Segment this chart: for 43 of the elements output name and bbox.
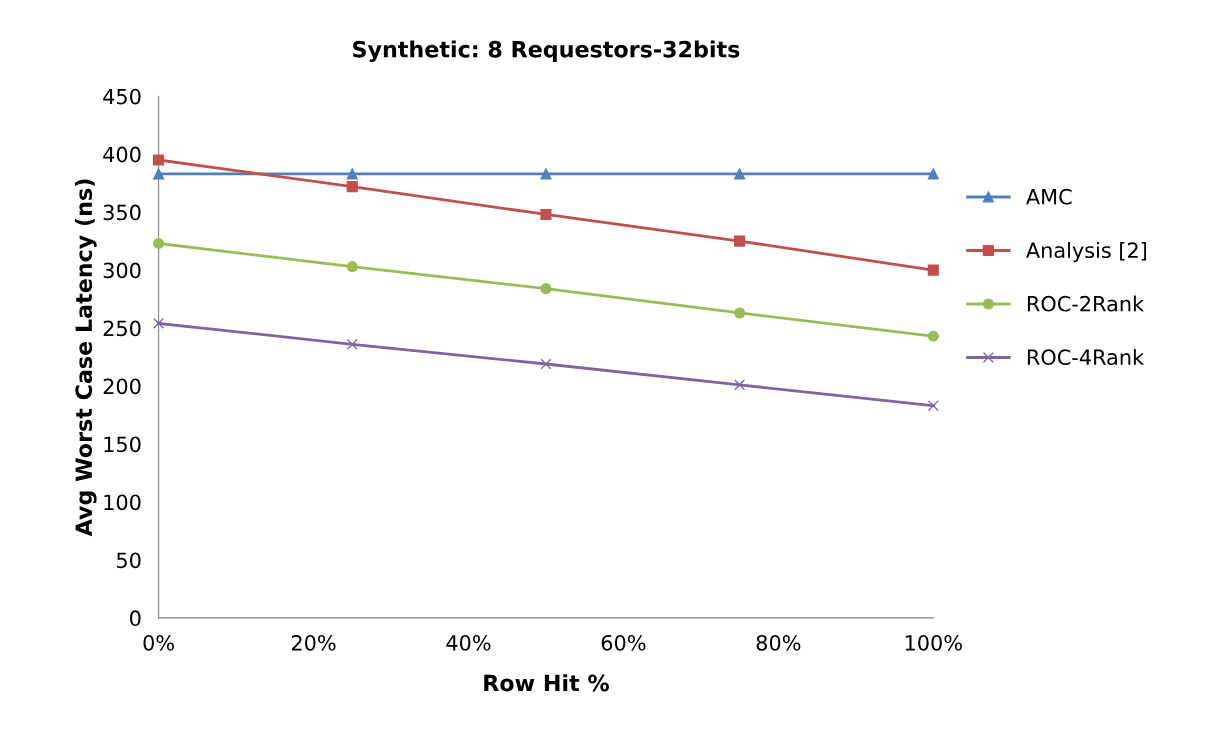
point <box>927 330 939 342</box>
legend-label: AMC <box>1026 188 1072 205</box>
y-tick-label: 300 <box>103 262 141 279</box>
y-tick-label: 450 <box>103 88 141 105</box>
point <box>540 358 552 370</box>
point <box>346 168 358 180</box>
legend-label: Analysis [2] <box>1026 241 1147 263</box>
point <box>153 317 165 329</box>
point <box>540 283 552 295</box>
point <box>540 168 552 180</box>
x-tick-label: 40% <box>446 634 491 651</box>
y-tick-label: 250 <box>103 320 141 337</box>
point <box>346 261 358 273</box>
point <box>153 154 165 166</box>
y-tick-label: 100 <box>104 494 141 511</box>
point <box>540 208 552 221</box>
legend-label: ROC-2Rank <box>1027 295 1145 312</box>
x-tick-label: 100% <box>905 634 962 651</box>
point <box>927 168 939 180</box>
y-tick-label: 350 <box>103 204 141 221</box>
point <box>153 237 165 249</box>
point <box>927 400 939 412</box>
x-tick-label: 80% <box>756 634 801 651</box>
point <box>346 338 358 350</box>
y-tick-label: 200 <box>103 378 141 395</box>
x-axis-title: Row Hit % <box>484 674 609 692</box>
point <box>346 181 358 193</box>
y-tick-label: 150 <box>104 436 141 453</box>
legend-label: ROC-4Rank <box>1027 348 1145 366</box>
x-tick-label: 60% <box>601 634 646 651</box>
y-tick-label: 400 <box>103 146 141 163</box>
chart-title: Synthetic: 8 Requestors-32bits <box>353 40 740 63</box>
point <box>153 168 165 180</box>
point <box>927 264 939 276</box>
x-tick-label: 20% <box>291 634 336 651</box>
x-tick-label: 0% <box>143 634 174 651</box>
point <box>734 235 746 247</box>
y-tick-label: 0 <box>130 610 141 627</box>
point <box>734 379 746 391</box>
y-tick-label: 50 <box>117 552 141 569</box>
y-axis-title: Avg Worst Case Latency (ns) <box>74 179 97 537</box>
point <box>734 168 746 180</box>
point <box>734 307 746 319</box>
